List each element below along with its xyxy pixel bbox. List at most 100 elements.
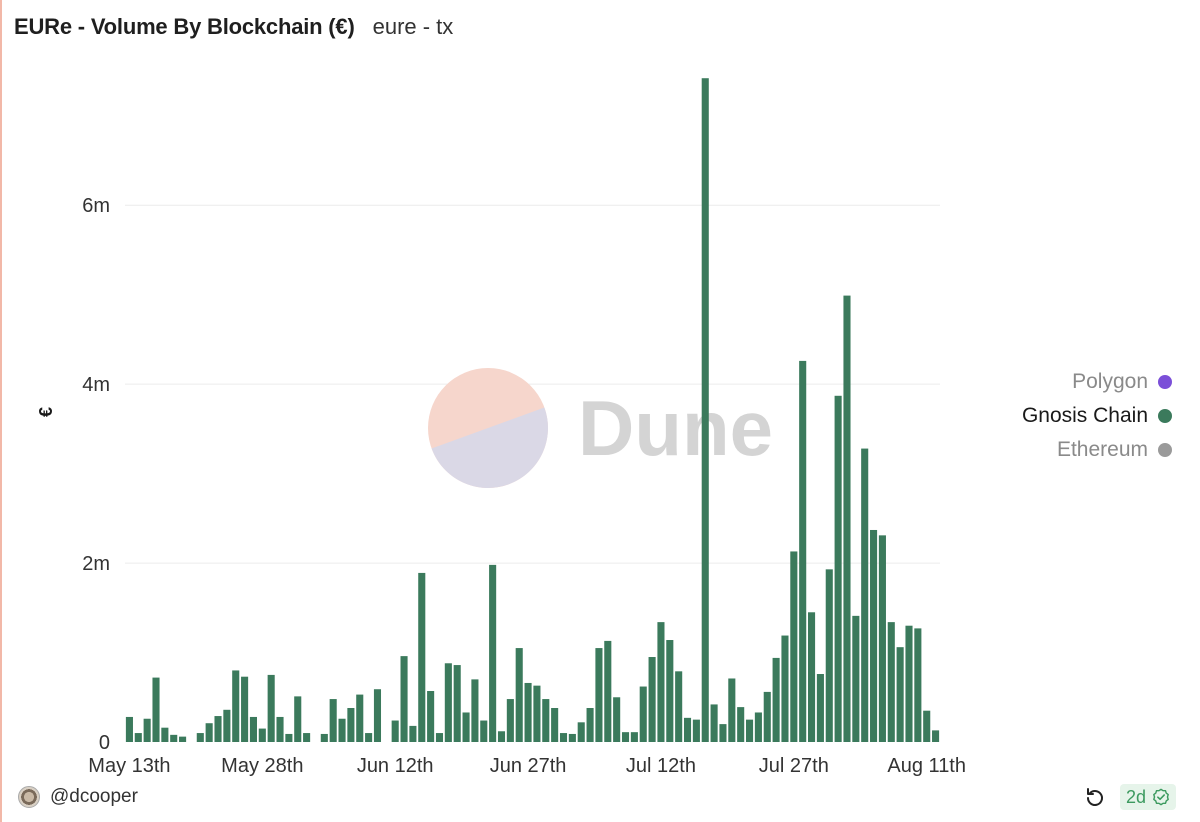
bar [134, 733, 142, 742]
bar [435, 733, 444, 742]
bar [816, 674, 824, 742]
bar [533, 685, 541, 742]
bar [196, 733, 204, 742]
chart-title: EURe - Volume By Blockchain (€) [14, 14, 355, 39]
bar [586, 708, 594, 742]
legend-item[interactable]: Gnosis Chain [1000, 399, 1172, 433]
bar [905, 625, 913, 742]
watermark-logo-bottom [431, 407, 548, 488]
bar [152, 677, 160, 742]
result-age-badge[interactable]: 2d [1120, 784, 1177, 810]
bar [799, 360, 807, 742]
x-tick-label: Jul 12th [626, 755, 696, 777]
legend-item[interactable]: Ethereum [1000, 433, 1172, 467]
bar [303, 733, 311, 742]
bar [790, 551, 798, 742]
bar [347, 708, 355, 742]
bar [728, 678, 736, 742]
bar [294, 696, 302, 742]
bar [444, 663, 452, 742]
bars [125, 78, 940, 742]
bar [745, 719, 754, 742]
bar [418, 572, 426, 742]
bar [329, 699, 337, 742]
bar [515, 648, 523, 742]
bar [630, 732, 638, 742]
left-accent-border [0, 0, 2, 822]
bar [480, 720, 488, 742]
bar [648, 657, 656, 742]
bar [914, 628, 922, 742]
chart-legend: Polygon Gnosis Chain Ethereum [1000, 365, 1172, 467]
x-tick-label: May 13th [88, 755, 170, 777]
bar [559, 733, 568, 742]
bar [249, 716, 257, 742]
result-age: 2d [1126, 786, 1147, 807]
bar [462, 712, 470, 742]
bar [551, 708, 559, 742]
bar [683, 717, 692, 742]
y-axis-label: € [36, 407, 56, 417]
bar [825, 569, 833, 742]
bar [763, 691, 771, 742]
bar [568, 733, 576, 742]
bar [754, 712, 762, 742]
bar [373, 689, 382, 742]
bar [497, 731, 506, 742]
bar [506, 699, 514, 742]
card-footer: @dcooper 2d [0, 778, 1200, 818]
bar [878, 535, 886, 742]
bar [613, 697, 621, 742]
bar [258, 728, 266, 742]
bar [781, 635, 789, 742]
bar [896, 647, 904, 742]
bar [391, 720, 399, 742]
y-axis-ticks: 0 2m 4m 6m [82, 195, 110, 754]
legend-label: Polygon [1072, 370, 1148, 393]
bar [870, 529, 878, 742]
bar [214, 716, 222, 742]
y-tick-label: 6m [82, 195, 110, 217]
bar [639, 686, 647, 742]
x-tick-label: Jul 27th [759, 755, 829, 777]
bar [710, 704, 718, 742]
bar-chart: Dune 0 2m 4m 6m May 13th May 28th Jun 12th Jun… [36, 78, 966, 777]
x-axis-ticks: May 13th May 28th Jun 12th Jun 27th Jul 12th… [88, 755, 966, 777]
bar [577, 722, 585, 742]
bar [471, 679, 479, 742]
bar [205, 723, 213, 742]
bar [719, 724, 727, 742]
bar [223, 709, 231, 742]
grid-lines [125, 204, 940, 564]
y-tick-label: 2m [82, 553, 110, 575]
bar [453, 665, 461, 742]
bar [701, 78, 709, 742]
bar [923, 710, 931, 742]
refresh-icon[interactable] [1083, 786, 1107, 810]
bar [808, 612, 816, 742]
bar [843, 295, 851, 742]
bar [179, 736, 187, 742]
bar [143, 718, 151, 742]
author-name: @dcooper [50, 786, 138, 807]
watermark-text: Dune [578, 384, 773, 472]
x-tick-label: May 28th [221, 755, 303, 777]
bar [932, 730, 940, 742]
bar [276, 716, 284, 742]
check-circle-icon [1153, 788, 1169, 806]
legend-label: Ethereum [1056, 438, 1148, 461]
legend-item[interactable]: Polygon [1000, 365, 1172, 399]
avatar [18, 786, 40, 808]
bar [161, 727, 169, 742]
y-tick-label: 4m [82, 374, 110, 396]
bar [675, 671, 683, 742]
author-link[interactable]: @dcooper [18, 786, 138, 808]
bar [621, 732, 630, 742]
bar [657, 622, 665, 742]
bar [542, 699, 550, 742]
chart-header: EURe - Volume By Blockchain (€) eure - t… [14, 10, 453, 44]
bar [595, 648, 603, 742]
bar [834, 395, 842, 742]
bar [125, 716, 133, 742]
legend-dot [1158, 375, 1172, 389]
